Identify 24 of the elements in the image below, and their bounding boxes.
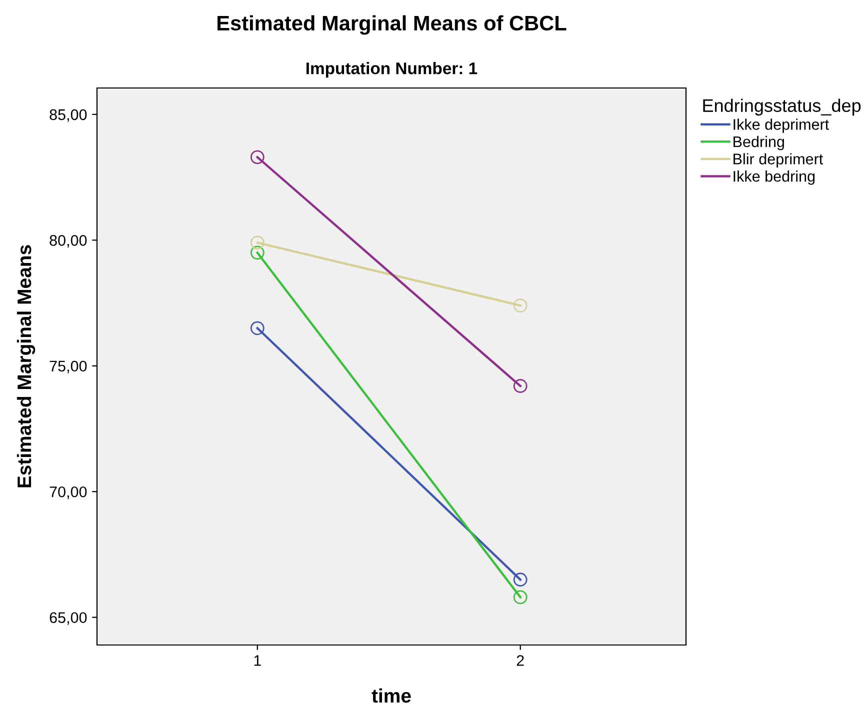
y-tick-label: 85,00 [50, 109, 87, 122]
point [513, 379, 528, 393]
y-tick-label: 75,00 [50, 360, 87, 374]
chart-title: Estimated Marginal Means of CBCL [218, 15, 566, 35]
legend-label: Bedring [734, 136, 784, 150]
point [513, 590, 528, 604]
legend-label: Ikke bedring [734, 170, 815, 185]
x-tick-label: 2 [516, 655, 524, 666]
x-axis-title: time [372, 688, 411, 703]
point [513, 298, 528, 312]
point [250, 321, 264, 336]
y-tick-label: 80,00 [50, 235, 87, 248]
legend-label: Ikke deprimert [734, 118, 829, 133]
legend-label: Blir deprimert [734, 153, 824, 168]
legend-title: Endringsstatus_dep [703, 98, 861, 116]
chart-subtitle: Imputation Number: 1 [306, 62, 478, 78]
point [250, 246, 264, 260]
point [250, 236, 264, 250]
y-tick-label: 65,00 [50, 612, 87, 625]
point [250, 150, 264, 164]
point [513, 572, 528, 587]
x-tick-label: 1 [254, 655, 261, 666]
y-tick-label: 70,00 [50, 486, 87, 500]
y-axis-title: Estimated Marginal Means [16, 245, 36, 488]
